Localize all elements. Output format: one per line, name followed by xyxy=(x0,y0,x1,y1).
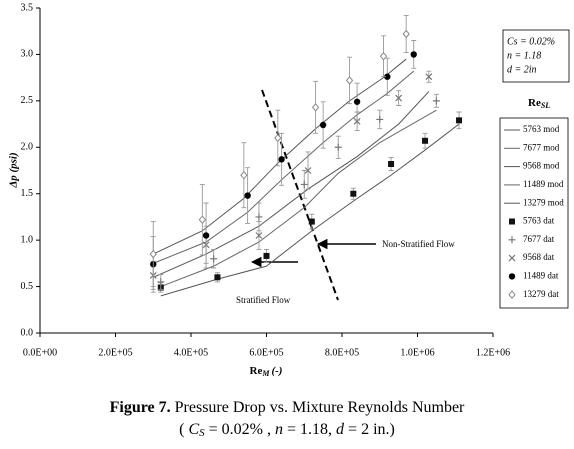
caption-text: Pressure Drop vs. Mixture Reynolds Numbe… xyxy=(175,399,465,416)
annotation: Non-Stratified Flow xyxy=(382,239,455,249)
marker xyxy=(240,170,248,180)
x-tick-label: 4.0E+05 xyxy=(174,347,208,358)
marker xyxy=(255,232,263,239)
caption-line2: (CS = 0.02% , n = 1.18, d = 2 in.) xyxy=(179,421,395,439)
marker xyxy=(311,103,320,112)
legend-swatch xyxy=(508,254,516,262)
y-tick-label: 3.5 xyxy=(21,2,34,13)
caption-part: = 2 in.) xyxy=(348,421,395,438)
marker xyxy=(376,115,384,123)
marker xyxy=(402,29,410,39)
marker xyxy=(384,73,391,80)
y-tick-label: 3.0 xyxy=(21,49,34,60)
y-axis-label: Δp (psi) xyxy=(8,152,20,188)
y-tick-label: 1.5 xyxy=(21,188,34,199)
marker xyxy=(244,192,251,199)
y-tick-label: 0.0 xyxy=(21,327,34,338)
caption-part: = 1.18, xyxy=(287,421,332,438)
marker xyxy=(214,274,221,281)
marker xyxy=(308,218,315,225)
marker xyxy=(353,98,361,105)
y-tick-label: 2.0 xyxy=(21,142,34,153)
marker xyxy=(149,249,157,259)
x-label-main: Re xyxy=(250,365,263,377)
caption-label: Figure 7. xyxy=(110,399,171,416)
y-tick-label: 1.0 xyxy=(21,234,34,245)
legend-swatch xyxy=(508,290,516,299)
marker xyxy=(425,73,433,81)
legend-label: 11489 dat xyxy=(523,270,559,280)
marker xyxy=(278,156,285,163)
x-axis-label: ReM (-) xyxy=(250,365,283,378)
caption-part: d xyxy=(336,421,345,438)
legend-label: 5763 mod xyxy=(523,124,560,134)
legend-label: 9568 dat xyxy=(523,252,555,262)
legend-label: 11489 mod xyxy=(523,179,564,189)
model-line xyxy=(153,70,415,264)
caption-part: S xyxy=(199,427,205,439)
legend-swatch xyxy=(508,236,516,244)
marker xyxy=(334,143,342,151)
marker xyxy=(255,213,263,221)
marker xyxy=(263,252,270,259)
y-tick-label: 0.5 xyxy=(21,281,34,292)
marker xyxy=(300,180,308,188)
model-line xyxy=(160,123,460,297)
marker xyxy=(388,161,395,167)
caption-part: = 0.02% , xyxy=(209,421,271,438)
y-tick-label: 2.5 xyxy=(21,95,34,106)
legend-label: 5763 dat xyxy=(523,216,555,226)
legend-title-main: Re xyxy=(528,97,541,109)
caption-part: C xyxy=(188,421,199,438)
x-label-rest: (-) xyxy=(271,365,282,377)
info-text: d = 2in xyxy=(507,64,537,75)
x-label-sub: M xyxy=(261,369,270,378)
x-tick-label: 1.2E+06 xyxy=(476,347,510,358)
marker xyxy=(157,278,165,286)
x-tick-label: 6.0E+05 xyxy=(249,347,283,358)
x-tick-label: 2.0E+05 xyxy=(98,347,132,358)
marker xyxy=(319,121,327,129)
marker xyxy=(345,76,354,85)
legend-title: ReSL xyxy=(528,97,550,110)
marker xyxy=(210,255,218,263)
info-text: n = 1.18 xyxy=(507,50,541,61)
legend-label: 13279 mod xyxy=(523,197,564,207)
marker xyxy=(202,232,210,239)
x-tick-label: 1.0E+06 xyxy=(400,347,434,358)
marker xyxy=(274,133,282,143)
model-line xyxy=(153,91,430,278)
info-text: Cs = 0.02% xyxy=(507,36,555,47)
caption-part: n xyxy=(275,421,283,438)
legend-label: 9568 mod xyxy=(523,161,560,171)
marker xyxy=(422,137,429,144)
marker xyxy=(353,117,361,125)
marker xyxy=(304,167,312,174)
caption: Figure 7. Pressure Drop vs. Mixture Reyno… xyxy=(110,399,465,416)
marker xyxy=(410,51,417,58)
x-tick-label: 0.0E+00 xyxy=(23,347,57,358)
marker xyxy=(432,97,440,105)
caption-part: ( xyxy=(179,421,184,438)
model-line xyxy=(153,58,407,255)
marker xyxy=(379,52,388,61)
legend-swatch xyxy=(508,273,516,280)
annotation: Stratified Flow xyxy=(236,295,291,305)
marker xyxy=(350,190,357,197)
x-tick-label: 8.0E+05 xyxy=(325,347,359,358)
marker xyxy=(198,215,206,224)
legend-label: 7677 dat xyxy=(523,234,555,244)
legend-label: 7677 mod xyxy=(523,142,560,152)
marker xyxy=(395,94,403,102)
marker xyxy=(456,117,463,124)
legend-label: 13279 dat xyxy=(523,289,559,299)
legend-swatch xyxy=(509,218,515,225)
legend-title-sub: SL xyxy=(541,101,550,110)
info-box xyxy=(502,29,570,83)
